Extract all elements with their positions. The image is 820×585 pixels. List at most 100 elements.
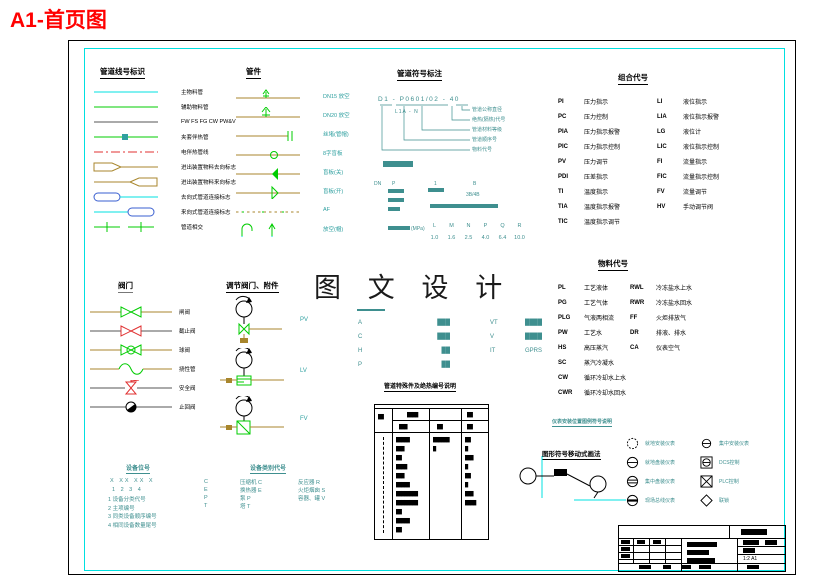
code: RWL: [630, 284, 644, 291]
table-line: [375, 432, 488, 433]
text-block: [639, 565, 651, 569]
code: PW: [558, 329, 568, 336]
grade-letter: P: [483, 223, 488, 229]
code-row: FIC 流量指示控制: [657, 169, 719, 184]
grade-letter: R: [517, 223, 522, 229]
text-block: [681, 565, 691, 569]
table-line: [375, 408, 488, 409]
code-label: 冷冻盐水上水: [656, 286, 693, 292]
instrument-label: PLC控制: [719, 479, 739, 485]
code-row: LI 液位指示: [657, 94, 719, 109]
legend-label: FW FS FG CW PW&V: [181, 118, 236, 125]
instrument-row: 现场总线仪表: [626, 491, 675, 510]
text-block: [621, 540, 630, 544]
valve-row: 闸阀: [88, 302, 196, 321]
table-cell: ██: [465, 437, 471, 442]
code: DR: [630, 329, 639, 336]
legend-label: 来向式管道连接标志: [181, 209, 231, 216]
code: PIC: [558, 143, 569, 150]
code-row: PG 工艺气体: [558, 295, 626, 310]
control-valve-label: LV: [300, 368, 307, 374]
text-bar: [428, 188, 444, 192]
callout-label: 管道材料等级: [472, 127, 503, 133]
symbol-example-drawing: [519, 456, 626, 501]
code-row: PC 压力控制: [558, 109, 620, 124]
instrument-symbol: [700, 475, 713, 488]
instrument-label: DCS控制: [719, 460, 740, 466]
legend-row: 夹套伴热管: [90, 129, 236, 144]
text-bar: [388, 198, 404, 202]
code-row: RWR 冷冻盐水回水: [630, 295, 692, 310]
signal-value: ███: [437, 334, 450, 340]
valve-symbol: [88, 399, 174, 415]
line-symbol: [90, 84, 176, 100]
instrument-symbols-left: 就地安装仪表 就地盘装仪表 集中盘装仪表 现场总线仪表: [626, 434, 675, 510]
instrument-row: 集中安装仪表: [700, 434, 749, 453]
code-label: 温度指示报警: [584, 205, 621, 211]
legend-label: 进出装置物料去向标志: [181, 164, 237, 171]
signal-value: ████: [524, 334, 542, 340]
pipe-tag-callout-labels: 管道公称直径 绝热(隔热)代号 管道材料等级 管道顺序号 物料代号: [472, 105, 505, 155]
legend-label: DN20 放空: [323, 112, 350, 119]
class-item: 压缩机 C: [240, 480, 263, 486]
valves-list: 闸阀 截止阀 球阀 挠性管 安全阀 止回阀: [88, 302, 196, 416]
legend-row: 来向式管道连接标志: [90, 204, 236, 219]
text-block: [687, 550, 709, 555]
callout-label: 管道公称直径: [472, 107, 503, 113]
valve-symbol: [88, 380, 174, 396]
code-row: CWR 循环冷却水回水: [558, 385, 626, 400]
watermark: 图 文 设 计: [314, 273, 513, 303]
valve-label: 截止阀: [179, 328, 196, 335]
valve-row: 球阀: [88, 340, 196, 359]
text-block: [621, 547, 630, 551]
pipe-tag-example-2: L1A - N: [395, 109, 419, 115]
valve-row: 截止阀: [88, 321, 196, 340]
code-label: 气液两相流: [584, 316, 615, 322]
signal-letter: H: [358, 348, 363, 354]
material-codes-right: RWL 冷冻盐水上水 RWR 冷冻盐水回水 FF 火炬排放气 DR 排液、排水 …: [630, 280, 692, 355]
pipe-tag-example: D1 - P0601/02 - 40: [378, 96, 460, 103]
note-line: 2 主项编号: [108, 505, 135, 512]
valve-row: 安全阀: [88, 378, 196, 397]
text-bar: [388, 207, 400, 211]
table-col-b: █████ ███ ██ ████ ███ █████ ████████ ████████ ██…: [396, 435, 418, 534]
code-row: FF 火炬排放气: [630, 310, 692, 325]
table-cell: ██: [396, 455, 402, 460]
instrument-label: 集中盘装仪表: [645, 479, 676, 485]
control-valve-group-1: PV: [224, 294, 308, 346]
legend-label: 去向式管道连接标志: [181, 194, 231, 201]
signal-row: P ██: [358, 358, 450, 372]
legend-label: 进出装置物料来向标志: [181, 179, 237, 186]
code: RWR: [630, 299, 645, 306]
code-label: 压力指示控制: [584, 145, 621, 151]
instrument-symbol: [700, 437, 713, 450]
text-block: [741, 529, 767, 535]
section-title-material-codes: 物料代号: [598, 258, 628, 271]
legend-label: 辅助物料管: [181, 104, 209, 111]
grade-letter: L: [432, 223, 437, 229]
table-line: [392, 420, 488, 421]
title-block-line: [619, 559, 681, 560]
table-cell: █: [465, 482, 468, 487]
section-title-instrument-install: 仪表安装位置图例符号说明: [552, 419, 613, 427]
equipment-class-col1: 压缩机 C 换热器 E 泵 P 塔 T: [240, 479, 262, 511]
line-symbol: [90, 129, 176, 145]
valve-symbol: [88, 361, 174, 377]
instrument-symbol: [626, 494, 639, 507]
text-block: [699, 565, 711, 569]
code: PV: [558, 158, 567, 165]
code-row: HV 手动调节阀: [657, 199, 719, 214]
fitting-symbol: [232, 88, 318, 104]
text-block: [663, 565, 671, 569]
code-label: 循环冷却水回水: [584, 391, 627, 397]
title-block-line: [729, 526, 730, 538]
code: LG: [657, 128, 666, 135]
legend-label: 丝堵(管帽): [323, 131, 349, 138]
code: CWR: [558, 389, 573, 396]
note-line: 3 同类设备顺序编号: [108, 514, 157, 520]
grade-letter: Q: [500, 223, 505, 229]
code-label: 手动调节阀: [683, 205, 714, 211]
legend-label: AF: [323, 206, 331, 213]
code: FF: [630, 314, 638, 321]
